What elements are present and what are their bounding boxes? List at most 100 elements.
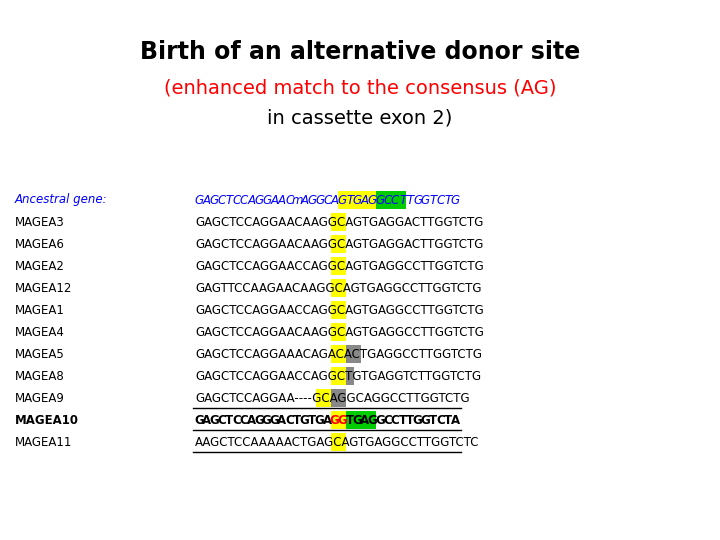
Text: T: T (346, 193, 354, 206)
Text: C: C (232, 414, 241, 427)
Text: GAGCTCCAGGAACAAGGCAGTGAGGACTTGGTCTG: GAGCTCCAGGAACAAGGCAGTGAGGACTTGGTCTG (195, 215, 483, 228)
Text: C: C (217, 414, 226, 427)
Text: MAGEA10: MAGEA10 (15, 414, 79, 427)
Text: G: G (307, 193, 317, 206)
Text: C: C (436, 193, 444, 206)
Text: T: T (293, 414, 301, 427)
Text: Ancestral gene:: Ancestral gene: (15, 193, 107, 206)
Text: G: G (353, 193, 362, 206)
Bar (331, 345, 346, 363)
Text: GAGCTCCAGGAACCAGGCAGTGAGGCCTTGGTCTG: GAGCTCCAGGAACCAGGCAGTGAGGCCTTGGTCTG (195, 260, 484, 273)
Text: A: A (270, 193, 278, 206)
Bar (331, 256, 346, 275)
Text: MAGEA3: MAGEA3 (15, 215, 65, 228)
Text: T: T (406, 414, 414, 427)
Text: MAGEA9: MAGEA9 (15, 392, 65, 404)
Text: A: A (361, 193, 369, 206)
Text: A: A (202, 193, 210, 206)
Text: MAGEA6: MAGEA6 (15, 238, 65, 251)
Text: G: G (338, 193, 347, 206)
Text: A: A (248, 193, 256, 206)
Text: C: C (240, 414, 248, 427)
Bar (331, 279, 346, 298)
Bar (331, 367, 346, 386)
Text: C: C (285, 193, 294, 206)
Text: m: m (291, 193, 302, 206)
Text: G: G (269, 414, 279, 427)
Text: MAGEA12: MAGEA12 (15, 281, 73, 294)
Text: T: T (429, 193, 436, 206)
Text: G: G (300, 414, 310, 427)
Text: C: C (391, 193, 399, 206)
Text: C: C (383, 193, 392, 206)
Text: MAGEA5: MAGEA5 (15, 348, 65, 361)
Text: T: T (407, 193, 414, 206)
Text: Birth of an alternative donor site: Birth of an alternative donor site (140, 40, 580, 64)
Text: G: G (330, 414, 340, 427)
Text: G: G (367, 414, 377, 427)
Text: G: G (375, 193, 384, 206)
Text: A: A (277, 414, 287, 427)
Text: A: A (330, 193, 338, 206)
Text: GAGCTCCAGGAA----GCAGGCAGGCCTTGGTCTG: GAGCTCCAGGAA----GCAGGCAGGCCTTGGTCTG (195, 392, 469, 404)
Text: G: G (194, 193, 203, 206)
Text: T: T (444, 193, 451, 206)
Text: G: G (315, 193, 324, 206)
Text: G: G (210, 193, 218, 206)
Text: G: G (420, 193, 430, 206)
Bar (331, 213, 346, 231)
Text: G: G (254, 414, 264, 427)
Text: G: G (262, 414, 271, 427)
Text: MAGEA11: MAGEA11 (15, 435, 73, 449)
Text: A: A (360, 414, 369, 427)
Text: C: C (217, 193, 225, 206)
Text: G: G (338, 414, 347, 427)
Text: G: G (194, 414, 204, 427)
Text: C: C (240, 193, 248, 206)
Text: G: G (368, 193, 377, 206)
Text: GAGCTCCAGGAACCAGGCAGTGAGGCCTTGGTCTG: GAGCTCCAGGAACCAGGCAGTGAGGCCTTGGTCTG (195, 303, 484, 316)
Text: A: A (451, 414, 460, 427)
Text: G: G (413, 414, 423, 427)
Text: AAGCTCCAAAAACTGAGCAGTGAGGCCTTGGTCTC: AAGCTCCAAAAACTGAGCAGTGAGGCCTTGGTCTC (195, 435, 480, 449)
Bar (346, 345, 361, 363)
Bar (316, 389, 331, 407)
Text: T: T (225, 414, 233, 427)
Text: T: T (444, 414, 452, 427)
Text: G: G (353, 414, 362, 427)
Bar (331, 322, 346, 341)
Text: A: A (247, 414, 256, 427)
Text: G: G (315, 414, 325, 427)
Text: A: A (323, 414, 332, 427)
Text: T: T (399, 414, 407, 427)
Text: MAGEA4: MAGEA4 (15, 326, 65, 339)
Bar (331, 235, 346, 253)
Text: A: A (278, 193, 286, 206)
Text: G: G (451, 193, 460, 206)
Text: GAGCTCCAGGAACCAGGCTGTGAGGTCTTGGTCTG: GAGCTCCAGGAACCAGGCTGTGAGGTCTTGGTCTG (195, 369, 481, 382)
Text: GAGCTCCAGGAACAAGGCAGTGAGGACTTGGTCTG: GAGCTCCAGGAACAAGGCAGTGAGGACTTGGTCTG (195, 238, 483, 251)
Bar (354, 191, 376, 210)
Bar (338, 191, 354, 210)
Text: C: C (383, 414, 392, 427)
Text: in cassette exon 2): in cassette exon 2) (267, 109, 453, 127)
Bar (376, 191, 406, 210)
Text: MAGEA1: MAGEA1 (15, 303, 65, 316)
Bar (331, 433, 346, 451)
Text: C: C (323, 193, 331, 206)
Text: C: C (233, 193, 240, 206)
Text: A: A (300, 193, 308, 206)
Text: T: T (225, 193, 233, 206)
Text: A: A (202, 414, 211, 427)
Bar (346, 367, 354, 386)
Text: T: T (429, 414, 437, 427)
Text: G: G (375, 414, 385, 427)
Text: GAGCTCCAGGAACAAGGCAGTGAGGCCTTGGTCTG: GAGCTCCAGGAACAAGGCAGTGAGGCCTTGGTCTG (195, 326, 484, 339)
Text: G: G (262, 193, 271, 206)
Bar (331, 301, 346, 319)
Text: MAGEA2: MAGEA2 (15, 260, 65, 273)
Text: GAGTTCCAAGAACAAGGCAGTGAGGCCTTGGTCTG: GAGTTCCAAGAACAAGGCAGTGAGGCCTTGGTCTG (195, 281, 482, 294)
Bar (331, 389, 346, 407)
Text: G: G (209, 414, 219, 427)
Text: G: G (413, 193, 423, 206)
